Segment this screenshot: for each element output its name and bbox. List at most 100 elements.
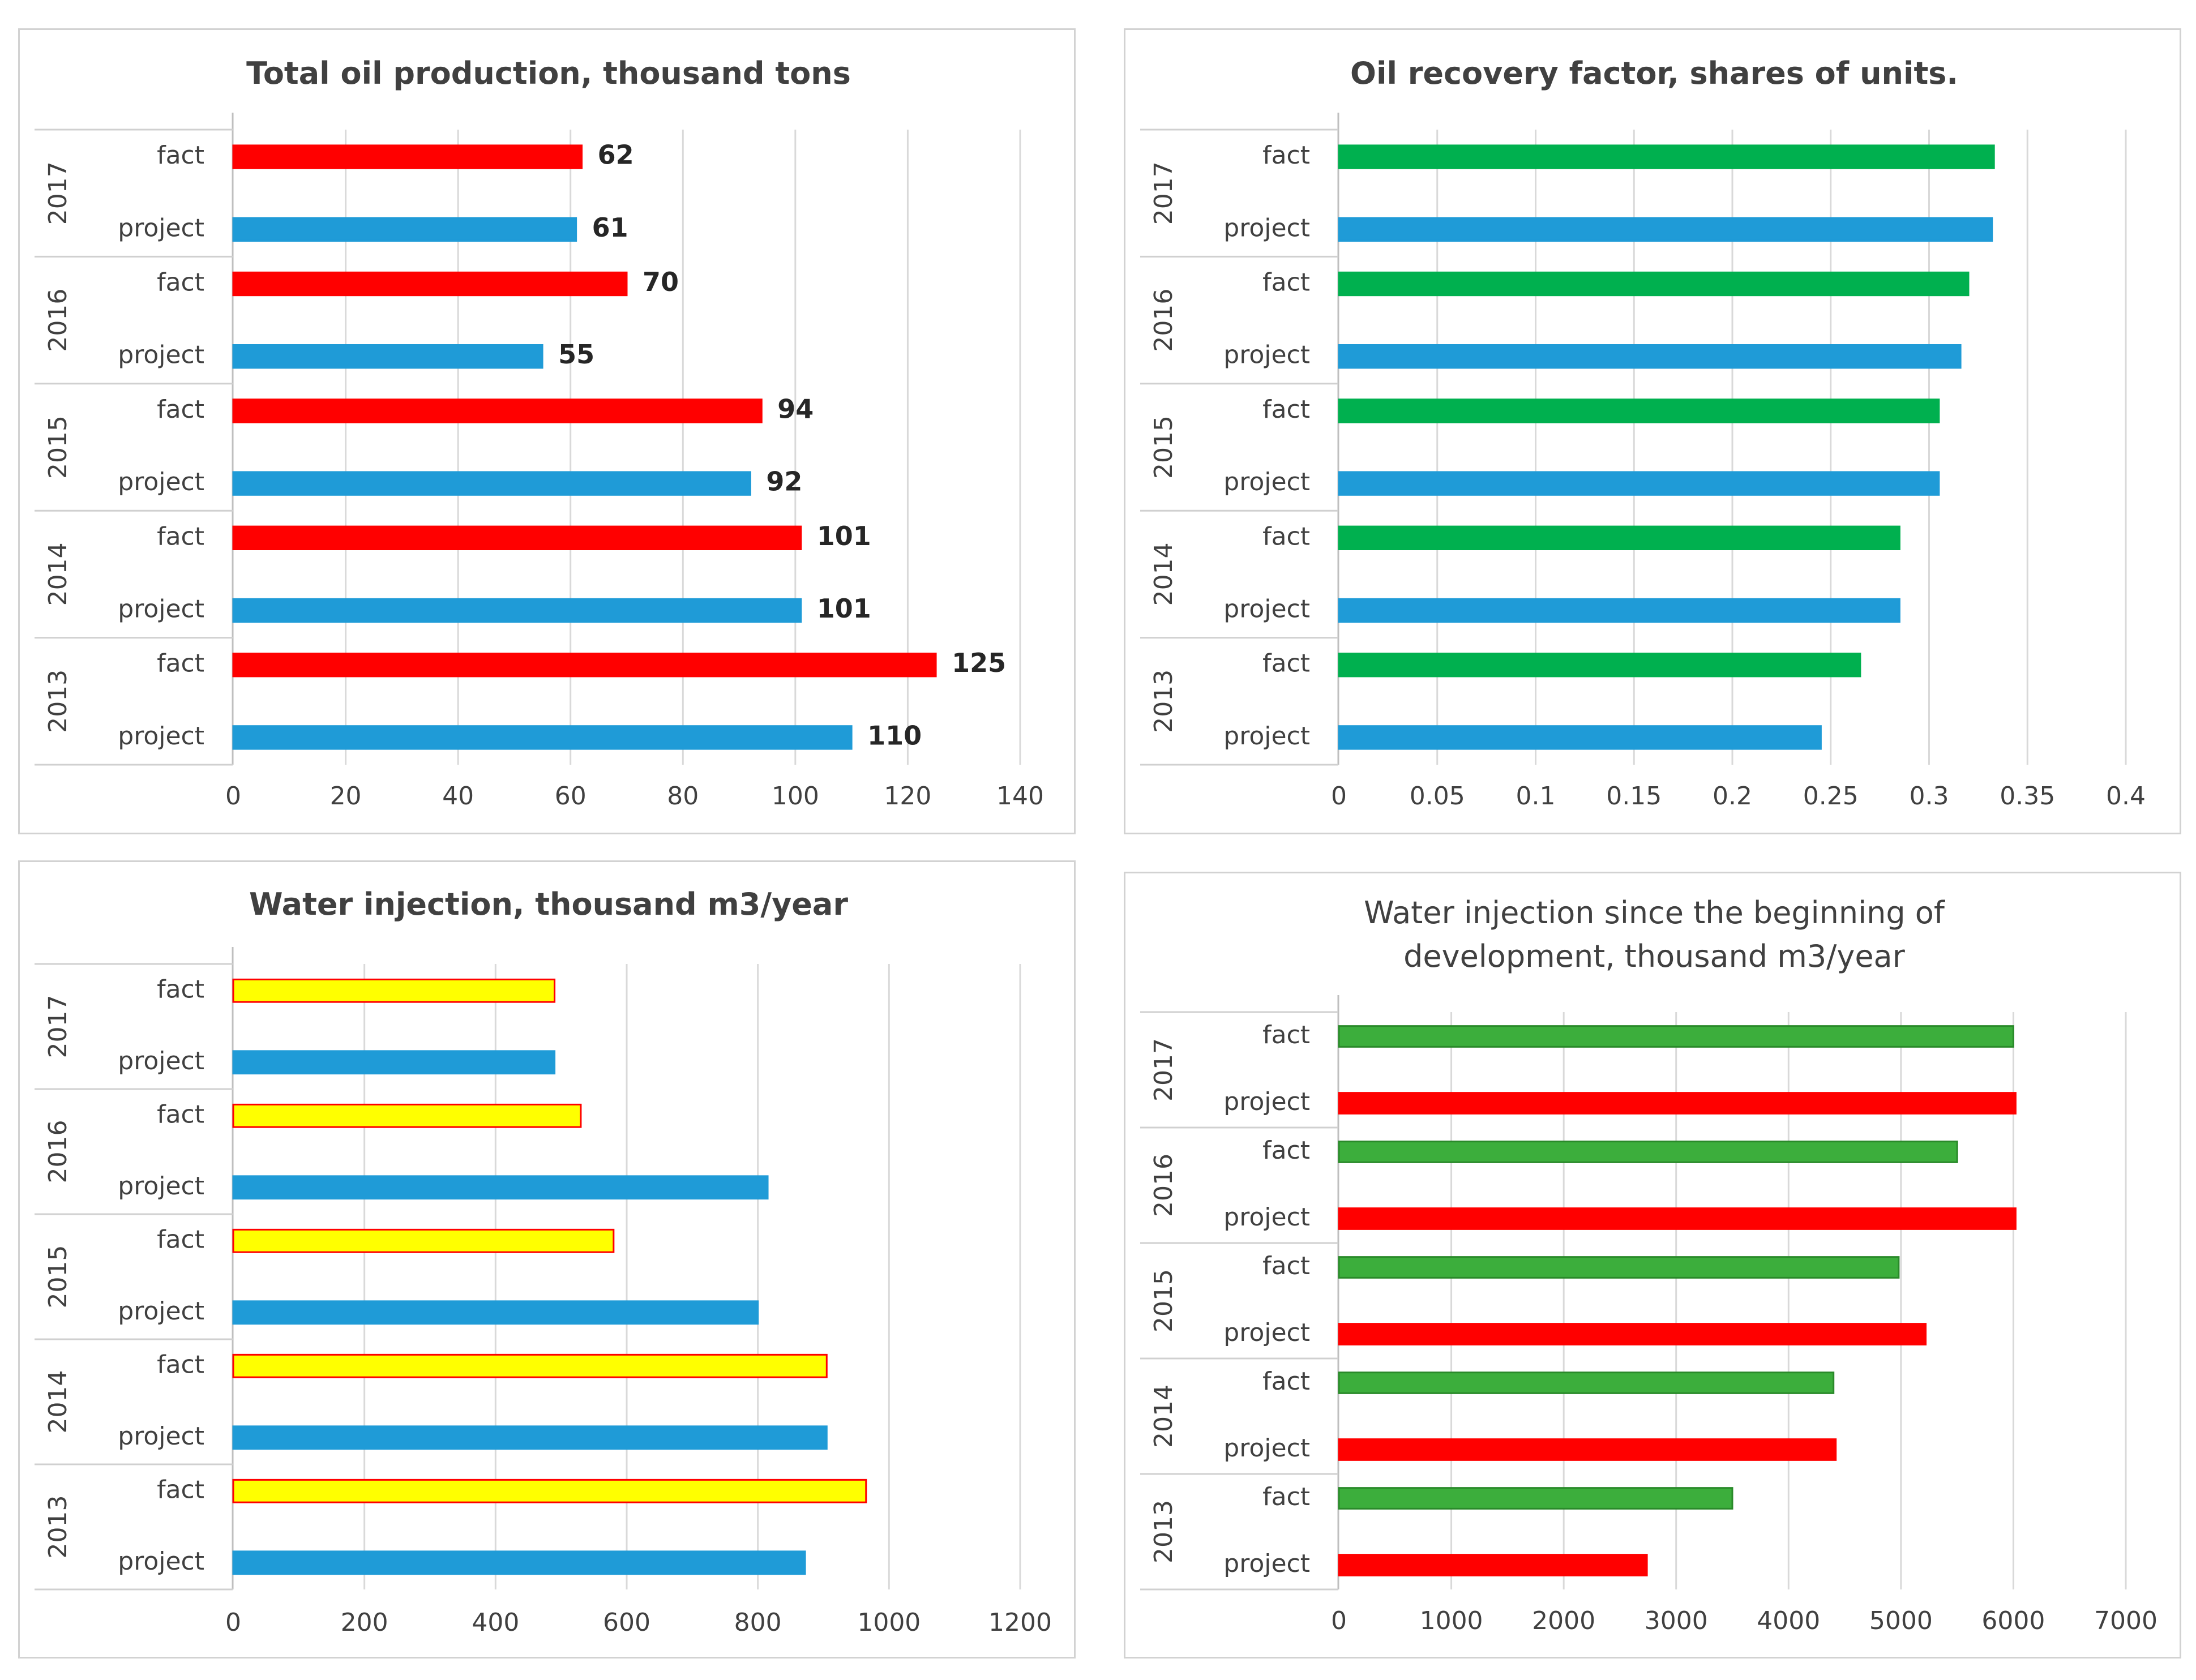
category-label-fact: fact	[157, 1100, 204, 1129]
category-label-project: project	[1223, 595, 1310, 624]
data-label: 94	[777, 393, 814, 424]
chart-title: Oil recovery factor, shares of units.	[1350, 55, 1958, 91]
fact-bar	[1338, 1141, 1958, 1163]
project-bar	[232, 725, 853, 750]
x-tick-label: 100	[772, 782, 819, 811]
x-tick-label: 0.4	[2106, 782, 2146, 811]
data-label: 55	[558, 339, 594, 370]
project-bar	[232, 217, 577, 242]
x-tick-label: 20	[330, 782, 362, 811]
category-label-project: project	[1223, 722, 1310, 751]
project-bar	[1338, 1207, 2017, 1230]
category-label-project: project	[118, 1047, 204, 1075]
year-label: 2013	[1149, 1500, 1178, 1563]
year-label: 2013	[44, 1495, 72, 1559]
category-label-project: project	[1223, 1203, 1310, 1232]
year-label: 2015	[1149, 1269, 1178, 1332]
chart-title: development, thousand m3/year	[1403, 938, 1906, 974]
fact-bar	[232, 398, 763, 423]
category-label-fact: fact	[1262, 1367, 1310, 1396]
fact-bar	[232, 1478, 867, 1503]
year-label: 2016	[44, 289, 72, 352]
project-bar	[1338, 1438, 1837, 1461]
cumulative-water-injection-chart-panel: Water injection since the beginning of de…	[1124, 872, 2181, 1658]
fact-bar	[232, 1353, 828, 1378]
x-tick-label: 1000	[1420, 1606, 1483, 1635]
year-label: 2015	[44, 415, 72, 479]
year-label: 2016	[1149, 1154, 1178, 1217]
category-label-fact: fact	[157, 1350, 204, 1379]
x-tick-label: 0.1	[1516, 782, 1556, 811]
oil-recovery-chart-panel: Oil recovery factor, shares of units. 0 0.…	[1124, 28, 2181, 834]
data-label: 61	[592, 212, 628, 243]
x-tick-label: 140	[996, 782, 1044, 811]
project-bar	[1338, 1092, 2017, 1115]
category-label-project: project	[118, 213, 204, 242]
category-label-project: project	[118, 1422, 204, 1451]
fact-bar	[1338, 144, 1995, 169]
year-label: 2017	[44, 995, 72, 1058]
x-tick-label: 60	[555, 782, 587, 811]
x-tick-label: 1200	[988, 1608, 1052, 1637]
project-bar	[232, 1050, 556, 1075]
year-label: 2014	[44, 542, 72, 606]
x-tick-label: 6000	[1981, 1606, 2045, 1635]
category-label-project: project	[1223, 1087, 1310, 1116]
x-tick-label: 0.2	[1713, 782, 1752, 811]
chart-svg: Oil recovery factor, shares of units. 0 0.…	[1140, 55, 2146, 811]
year-label: 2013	[44, 670, 72, 733]
project-bar	[1338, 344, 1962, 369]
x-tick-label: 600	[603, 1608, 650, 1637]
x-tick-label: 0	[225, 1608, 241, 1637]
fact-bar	[232, 271, 628, 297]
category-label-fact: fact	[157, 1475, 204, 1504]
x-tick-label: 0	[225, 782, 241, 811]
x-tick-label: 120	[884, 782, 931, 811]
project-bar	[1338, 217, 1993, 242]
category-label-fact: fact	[1262, 395, 1310, 424]
category-label-project: project	[118, 1547, 204, 1576]
category-label-fact: fact	[1262, 141, 1310, 170]
x-tick-label: 800	[734, 1608, 782, 1637]
project-bar	[232, 344, 543, 369]
x-tick-label: 0	[1331, 1606, 1347, 1635]
data-label: 110	[867, 720, 922, 751]
fact-bar	[1338, 653, 1861, 678]
category-label-fact: fact	[1262, 522, 1310, 551]
category-label-fact: fact	[157, 395, 204, 424]
category-label-project: project	[1223, 213, 1310, 242]
data-label: 70	[643, 267, 679, 297]
data-label: 125	[952, 648, 1006, 678]
category-label-project: project	[118, 1297, 204, 1326]
x-tick-label: 80	[667, 782, 699, 811]
fact-bar	[232, 1103, 582, 1128]
category-label-fact: fact	[157, 141, 204, 170]
year-label: 2016	[44, 1120, 72, 1184]
chart-svg: Water injection, thousand m3/year 0 200 400…	[35, 886, 1052, 1637]
project-bar	[1338, 1554, 1648, 1576]
project-bar	[232, 1550, 806, 1575]
fact-bar	[232, 144, 583, 169]
fact-bar	[232, 525, 802, 550]
project-bar	[232, 598, 802, 623]
data-label: 101	[817, 521, 871, 551]
year-label: 2014	[1149, 542, 1178, 606]
x-tick-label: 7000	[2094, 1606, 2158, 1635]
fact-bar	[1338, 271, 1970, 297]
year-label: 2013	[1149, 670, 1178, 733]
chart-svg: Total oil production, thousand tons 0 20 40…	[35, 55, 1044, 811]
x-tick-label: 1000	[857, 1608, 921, 1637]
category-label-project: project	[118, 468, 204, 496]
chart-title: Total oil production, thousand tons	[246, 55, 851, 91]
x-tick-label: 0.25	[1803, 782, 1859, 811]
fact-bar	[232, 653, 937, 678]
x-tick-label: 0.15	[1606, 782, 1662, 811]
category-label-fact: fact	[157, 649, 204, 678]
fact-bar	[1338, 525, 1900, 550]
category-label-project: project	[1223, 1318, 1310, 1347]
fact-bar	[1338, 398, 1940, 423]
fact-bar	[232, 978, 556, 1003]
x-tick-label: 0.35	[2000, 782, 2055, 811]
year-label: 2015	[1149, 415, 1178, 479]
x-tick-label: 200	[341, 1608, 388, 1637]
